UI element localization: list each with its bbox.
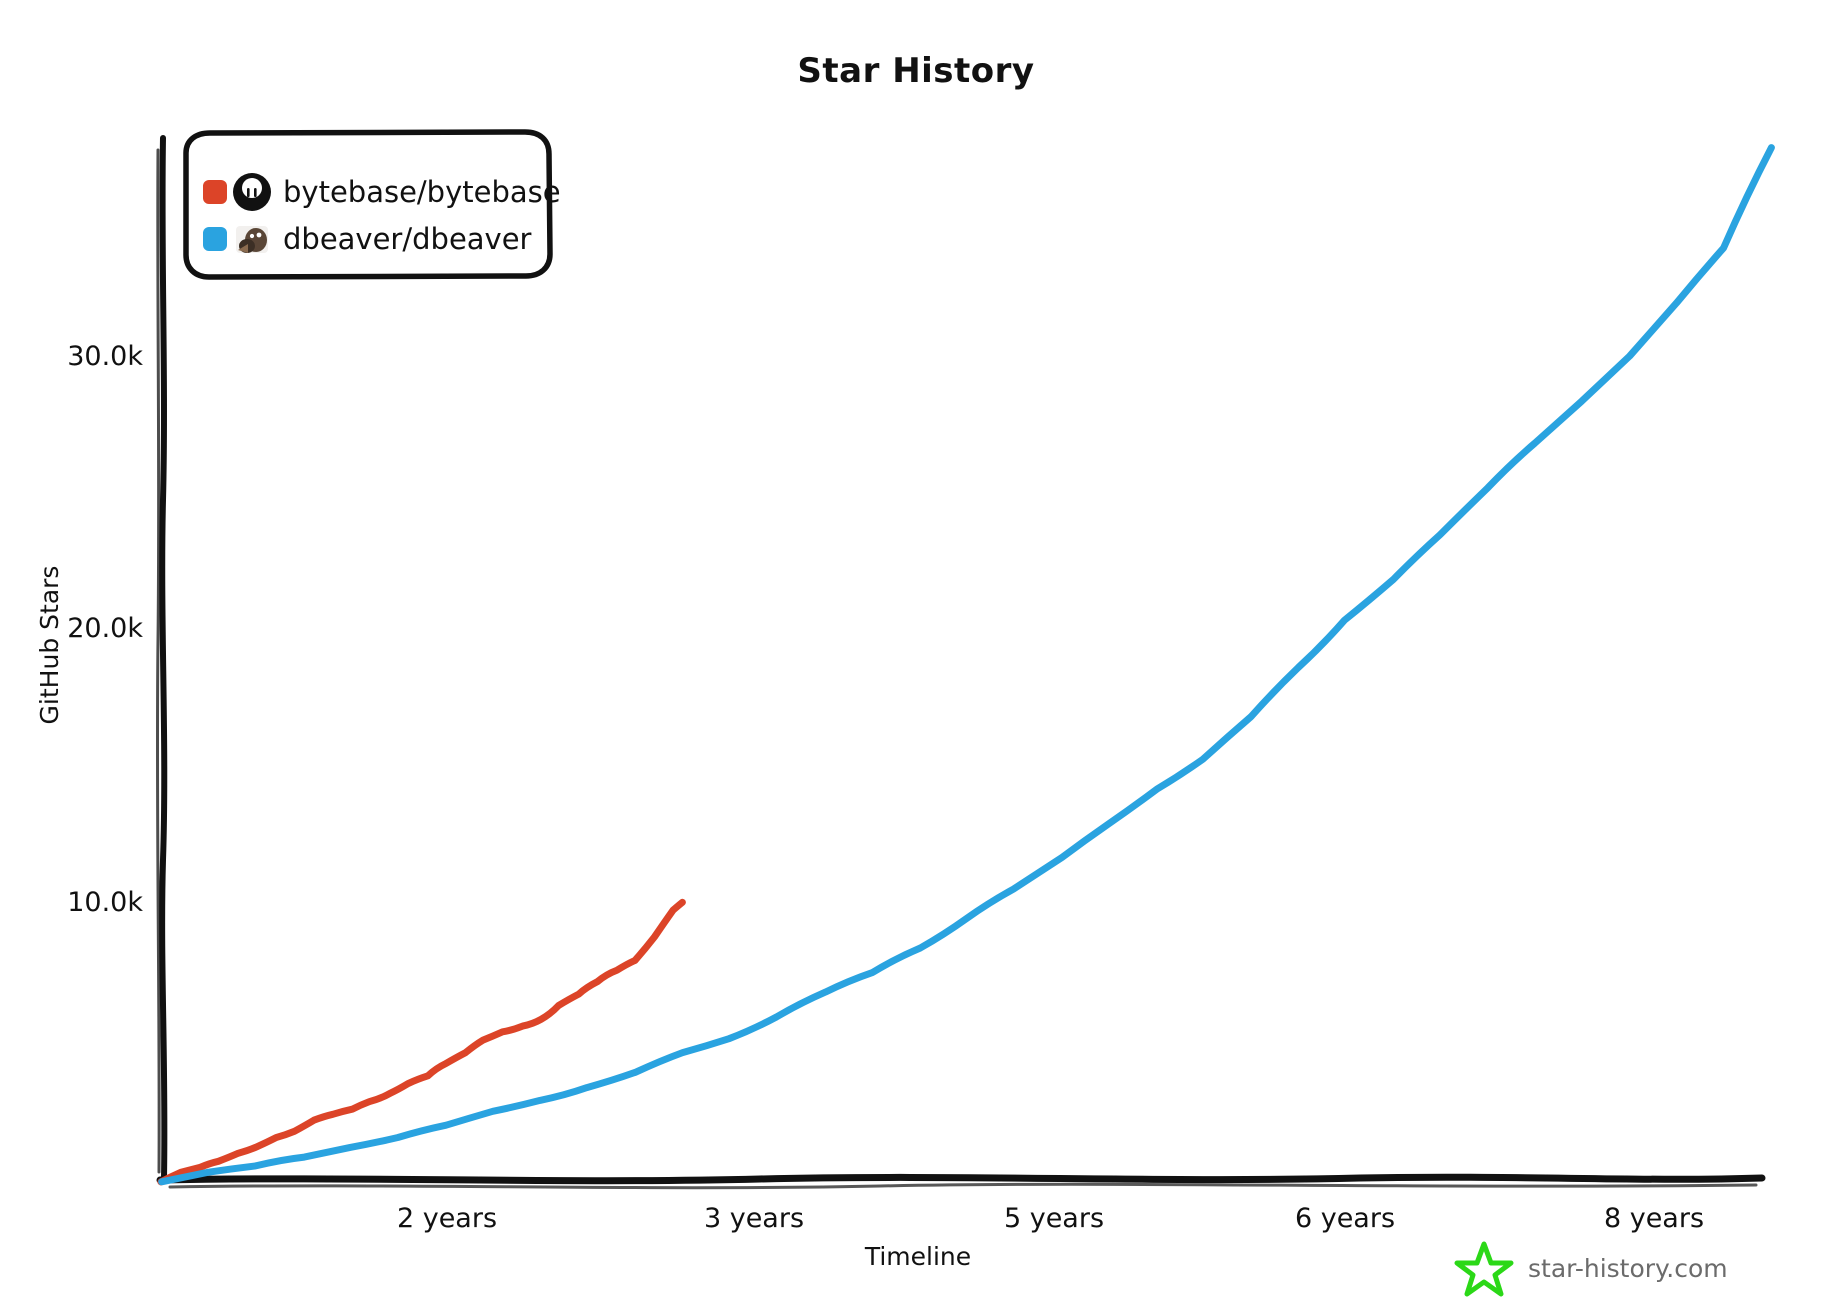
x-tick-label: 6 years <box>1295 1203 1395 1234</box>
dbeaver-avatar-icon <box>236 226 268 253</box>
legend-swatch-blue <box>203 227 227 251</box>
legend-swatch-red <box>203 180 227 204</box>
y-axis-line-secondary <box>155 148 161 1174</box>
y-axis-ticks: 10.0k 20.0k 30.0k <box>67 341 143 918</box>
x-tick-label: 2 years <box>397 1203 497 1234</box>
x-tick-label: 5 years <box>1004 1203 1104 1234</box>
series-line-bytebase <box>157 898 686 1186</box>
x-axis-ticks: 2 years 3 years 5 years 6 years 8 years <box>397 1203 1704 1234</box>
series-layer <box>157 144 1775 1186</box>
watermark[interactable]: star-history.com <box>1454 1241 1728 1297</box>
y-tick-label: 10.0k <box>67 887 143 918</box>
x-axis-line <box>156 1173 1766 1185</box>
legend-label: bytebase/bytebase <box>283 175 561 209</box>
legend-box <box>183 129 553 280</box>
y-axis-title: GitHub Stars <box>35 566 64 725</box>
y-tick-label: 20.0k <box>67 613 143 644</box>
bytebase-avatar-icon <box>233 173 271 211</box>
y-tick-label: 30.0k <box>67 341 143 372</box>
x-tick-label: 3 years <box>704 1203 804 1234</box>
series-line-dbeaver <box>158 144 1775 1186</box>
page-title: Star History <box>797 51 1034 91</box>
watermark-label: star-history.com <box>1528 1254 1728 1283</box>
x-axis-title: Timeline <box>864 1242 971 1271</box>
legend-label: dbeaver/dbeaver <box>283 222 532 256</box>
legend-item-dbeaver[interactable]: dbeaver/dbeaver <box>203 222 532 256</box>
legend-item-bytebase[interactable]: bytebase/bytebase <box>203 173 561 211</box>
y-axis-line <box>159 135 168 1181</box>
legend: bytebase/bytebase dbeaver/dbeaver <box>183 129 561 280</box>
star-icon <box>1454 1241 1514 1297</box>
x-axis-line-secondary <box>168 1182 1758 1190</box>
x-tick-label: 8 years <box>1604 1203 1704 1234</box>
